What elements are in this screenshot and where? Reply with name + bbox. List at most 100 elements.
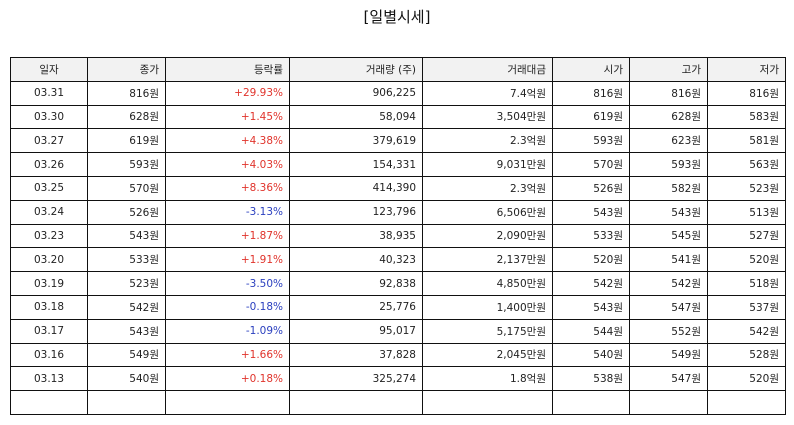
cell-close: 549원 <box>87 342 166 368</box>
cell-trade-value: 2.3억원 <box>422 128 553 154</box>
column-header-date: 일자 <box>10 57 88 82</box>
table-body: 03.31 816원 +29.93% 906,225 7.4억원 816원 816원 816원… <box>10 80 786 415</box>
cell-volume: 40,323 <box>289 247 423 273</box>
cell-change: +1.66% <box>165 342 290 368</box>
cell-open: 570원 <box>552 152 630 177</box>
cell-change: -1.09% <box>165 318 290 344</box>
column-header-trade-value: 거래대금 <box>422 57 553 82</box>
cell-date <box>10 390 88 415</box>
cell-low <box>707 390 786 415</box>
cell-date: 03.18 <box>10 294 88 320</box>
table-row: 03.20 533원 +1.91% 40,323 2,137만원 520원 541원 520원 <box>10 247 786 273</box>
table-row: 03.18 542원 -0.18% 25,776 1,400만원 543원 547원 537원 <box>10 294 786 320</box>
cell-open: 538원 <box>552 366 630 392</box>
column-header-close: 종가 <box>87 57 166 82</box>
cell-volume: 38,935 <box>289 223 423 249</box>
cell-open: 520원 <box>552 247 630 273</box>
cell-date: 03.13 <box>10 366 88 392</box>
cell-high: 543원 <box>629 199 708 225</box>
cell-open: 533원 <box>552 223 630 249</box>
cell-open <box>552 390 630 415</box>
cell-close: 543원 <box>87 318 166 344</box>
cell-close: 542원 <box>87 294 166 320</box>
page-title: [일별시세] <box>363 8 431 26</box>
cell-volume: 906,225 <box>289 80 423 106</box>
cell-date: 03.30 <box>10 104 88 130</box>
cell-high: 628원 <box>629 104 708 130</box>
cell-change: -3.50% <box>165 271 290 296</box>
cell-volume <box>289 390 423 415</box>
cell-open: 543원 <box>552 199 630 225</box>
cell-high: 549원 <box>629 342 708 368</box>
cell-volume: 154,331 <box>289 152 423 177</box>
cell-volume: 25,776 <box>289 294 423 320</box>
cell-volume: 325,274 <box>289 366 423 392</box>
column-header-change: 등락률 <box>165 57 290 82</box>
cell-date: 03.20 <box>10 247 88 273</box>
cell-high: 623원 <box>629 128 708 154</box>
cell-date: 03.24 <box>10 199 88 225</box>
cell-close: 540원 <box>87 366 166 392</box>
cell-volume: 414,390 <box>289 175 423 201</box>
cell-close <box>87 390 166 415</box>
cell-close: 570원 <box>87 175 166 201</box>
cell-trade-value: 6,506만원 <box>422 199 553 225</box>
column-header-high: 고가 <box>629 57 708 82</box>
cell-low: 528원 <box>707 342 786 368</box>
cell-trade-value: 2,137만원 <box>422 247 553 273</box>
table-row: 03.24 526원 -3.13% 123,796 6,506만원 543원 543원 513… <box>10 199 786 225</box>
cell-open: 543원 <box>552 294 630 320</box>
cell-low: 527원 <box>707 223 786 249</box>
cell-high: 547원 <box>629 294 708 320</box>
cell-trade-value: 2,090만원 <box>422 223 553 249</box>
cell-date: 03.16 <box>10 342 88 368</box>
column-header-low: 저가 <box>707 57 786 82</box>
cell-low: 542원 <box>707 318 786 344</box>
table-row: 03.16 549원 +1.66% 37,828 2,045만원 540원 549원 528원 <box>10 342 786 368</box>
cell-change <box>165 390 290 415</box>
cell-close: 543원 <box>87 223 166 249</box>
cell-change: +1.91% <box>165 247 290 273</box>
column-header-open: 시가 <box>552 57 630 82</box>
cell-close: 816원 <box>87 80 166 106</box>
cell-change: +4.03% <box>165 152 290 177</box>
cell-date: 03.19 <box>10 271 88 296</box>
cell-high: 541원 <box>629 247 708 273</box>
cell-trade-value: 2,045만원 <box>422 342 553 368</box>
table-header-row: 일자 종가 등락률 거래량 (주) 거래대금 시가 고가 저가 <box>10 57 786 82</box>
cell-close: 523원 <box>87 271 166 296</box>
cell-close: 628원 <box>87 104 166 130</box>
cell-change: +1.87% <box>165 223 290 249</box>
cell-close: 526원 <box>87 199 166 225</box>
cell-high: 593원 <box>629 152 708 177</box>
cell-date: 03.25 <box>10 175 88 201</box>
cell-trade-value <box>422 390 553 415</box>
table-row: 03.31 816원 +29.93% 906,225 7.4억원 816원 816원 816원 <box>10 80 786 106</box>
cell-change: +1.45% <box>165 104 290 130</box>
cell-open: 542원 <box>552 271 630 296</box>
table-row: 03.19 523원 -3.50% 92,838 4,850만원 542원 542원 518원 <box>10 271 786 296</box>
table-row: 03.30 628원 +1.45% 58,094 3,504만원 619원 628원 583원 <box>10 104 786 130</box>
cell-volume: 58,094 <box>289 104 423 130</box>
table-row: 03.27 619원 +4.38% 379,619 2.3억원 593원 623원 581원 <box>10 128 786 154</box>
daily-price-table: 일자 종가 등락률 거래량 (주) 거래대금 시가 고가 저가 03.31 816… <box>10 57 786 415</box>
cell-date: 03.27 <box>10 128 88 154</box>
cell-high: 545원 <box>629 223 708 249</box>
cell-low: 816원 <box>707 80 786 106</box>
cell-high: 547원 <box>629 366 708 392</box>
cell-volume: 379,619 <box>289 128 423 154</box>
cell-trade-value: 4,850만원 <box>422 271 553 296</box>
cell-trade-value: 9,031만원 <box>422 152 553 177</box>
cell-change: -0.18% <box>165 294 290 320</box>
cell-low: 520원 <box>707 247 786 273</box>
cell-open: 593원 <box>552 128 630 154</box>
cell-low: 563원 <box>707 152 786 177</box>
cell-high: 552원 <box>629 318 708 344</box>
cell-low: 581원 <box>707 128 786 154</box>
cell-trade-value: 7.4억원 <box>422 80 553 106</box>
table-row: 03.26 593원 +4.03% 154,331 9,031만원 570원 593원 563… <box>10 152 786 177</box>
table-row: 03.13 540원 +0.18% 325,274 1.8억원 538원 547원 520원 <box>10 366 786 392</box>
cell-change: +8.36% <box>165 175 290 201</box>
cell-volume: 95,017 <box>289 318 423 344</box>
table-row: 03.23 543원 +1.87% 38,935 2,090만원 533원 545원 527원 <box>10 223 786 249</box>
